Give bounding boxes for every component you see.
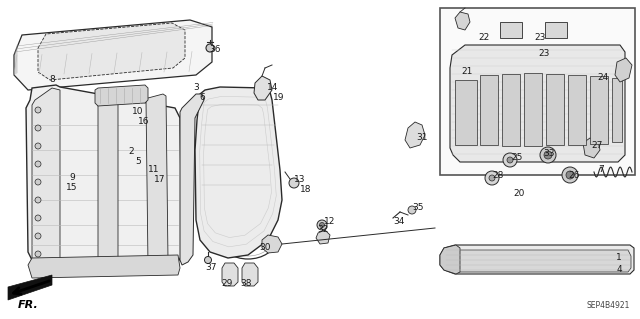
Circle shape: [566, 171, 574, 179]
Polygon shape: [316, 230, 330, 244]
Text: 12: 12: [324, 218, 336, 226]
Text: 5: 5: [135, 158, 141, 167]
Text: 26: 26: [568, 170, 580, 180]
Circle shape: [489, 175, 495, 181]
Polygon shape: [98, 88, 118, 272]
Text: 1: 1: [616, 254, 622, 263]
Polygon shape: [440, 8, 635, 175]
Circle shape: [205, 256, 211, 263]
Polygon shape: [95, 85, 148, 106]
Text: 21: 21: [461, 68, 473, 77]
Text: 19: 19: [273, 93, 285, 101]
Polygon shape: [262, 235, 282, 253]
Polygon shape: [32, 88, 60, 272]
Bar: [546, 74, 564, 145]
Text: 35: 35: [412, 203, 424, 211]
Circle shape: [485, 171, 499, 185]
Polygon shape: [195, 87, 282, 258]
Circle shape: [507, 157, 513, 163]
Text: 3: 3: [193, 84, 199, 93]
Text: 20: 20: [513, 189, 525, 197]
Circle shape: [562, 167, 578, 183]
Polygon shape: [500, 22, 522, 38]
Circle shape: [408, 206, 416, 214]
Circle shape: [35, 107, 41, 113]
Text: 32: 32: [317, 226, 329, 234]
Circle shape: [540, 147, 556, 163]
Text: 17: 17: [154, 174, 166, 183]
Polygon shape: [146, 94, 168, 268]
Text: 16: 16: [138, 116, 150, 125]
Text: FR.: FR.: [18, 300, 39, 310]
Text: 30: 30: [259, 243, 271, 253]
Text: 4: 4: [616, 265, 622, 275]
Text: 7: 7: [598, 166, 604, 174]
Bar: [524, 73, 542, 146]
Text: 9: 9: [69, 174, 75, 182]
Polygon shape: [38, 23, 185, 80]
Circle shape: [544, 151, 552, 159]
Text: 11: 11: [148, 165, 160, 174]
Polygon shape: [14, 20, 212, 90]
Polygon shape: [28, 255, 180, 278]
Polygon shape: [440, 245, 460, 274]
Polygon shape: [26, 85, 182, 272]
Text: 25: 25: [511, 152, 523, 161]
Circle shape: [317, 220, 327, 230]
Circle shape: [35, 251, 41, 257]
Polygon shape: [180, 94, 204, 265]
Text: 10: 10: [132, 107, 144, 115]
Polygon shape: [222, 263, 238, 286]
Circle shape: [319, 222, 324, 227]
Bar: [480, 75, 498, 145]
Text: 8: 8: [49, 75, 55, 84]
Text: 2: 2: [128, 147, 134, 157]
Circle shape: [35, 233, 41, 239]
Text: 22: 22: [478, 33, 490, 42]
Text: 37: 37: [205, 263, 217, 272]
Polygon shape: [545, 22, 567, 38]
Polygon shape: [242, 263, 258, 286]
Polygon shape: [455, 12, 470, 30]
Text: 23: 23: [534, 33, 546, 42]
Text: 33: 33: [543, 149, 555, 158]
Polygon shape: [254, 76, 272, 100]
Circle shape: [35, 179, 41, 185]
Text: 38: 38: [240, 278, 252, 287]
Bar: [590, 76, 608, 144]
Text: 18: 18: [300, 186, 312, 195]
Circle shape: [35, 161, 41, 167]
Polygon shape: [440, 245, 634, 274]
Circle shape: [35, 143, 41, 149]
Polygon shape: [583, 138, 600, 158]
Text: SEP4B4921: SEP4B4921: [587, 300, 630, 309]
Bar: [455, 80, 477, 145]
Text: 31: 31: [416, 133, 428, 143]
Text: 14: 14: [268, 84, 278, 93]
Bar: [502, 74, 520, 146]
Text: 23: 23: [538, 48, 550, 57]
Bar: [612, 78, 622, 142]
Circle shape: [35, 125, 41, 131]
Text: 36: 36: [209, 44, 221, 54]
Circle shape: [35, 197, 41, 203]
Polygon shape: [8, 275, 52, 300]
Text: 15: 15: [67, 183, 77, 192]
Text: 27: 27: [591, 140, 603, 150]
Bar: [568, 75, 586, 145]
Polygon shape: [445, 250, 631, 272]
Circle shape: [289, 178, 299, 188]
Polygon shape: [405, 122, 425, 148]
Text: 6: 6: [199, 93, 205, 101]
Text: 13: 13: [294, 175, 306, 184]
Text: 34: 34: [394, 218, 404, 226]
Text: 24: 24: [597, 73, 609, 83]
Polygon shape: [615, 58, 632, 82]
Text: 28: 28: [492, 170, 504, 180]
Circle shape: [206, 44, 214, 52]
Circle shape: [503, 153, 517, 167]
Text: 29: 29: [221, 278, 233, 287]
Polygon shape: [450, 45, 625, 162]
Circle shape: [35, 215, 41, 221]
